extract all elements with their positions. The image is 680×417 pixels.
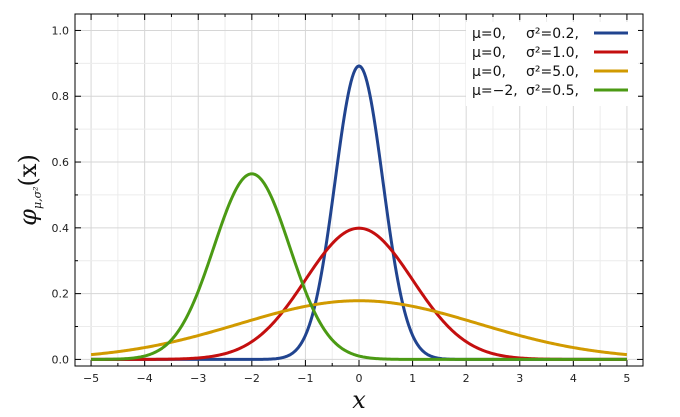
- series-lines: [90, 64, 628, 361]
- x-tick-label: 1: [409, 372, 416, 385]
- y-tick-label: 0.8: [52, 90, 70, 103]
- series-line: [90, 172, 628, 361]
- series-line: [90, 299, 628, 357]
- x-tick-label: 5: [623, 372, 630, 385]
- x-tick-label: 4: [570, 372, 577, 385]
- legend-variance-label: σ²=5.0,: [526, 64, 579, 80]
- x-tick-label: −1: [297, 372, 313, 385]
- x-tick-label: 3: [516, 372, 523, 385]
- x-tick-label: −4: [137, 372, 153, 385]
- legend-mu-label: μ=0,: [472, 64, 506, 80]
- legend-variance-label: σ²=0.5,: [526, 83, 579, 99]
- y-tick-label: 0.2: [52, 288, 70, 301]
- axis-ticks: −5 −4 −3 −2 −1 0 1 2 3 4 5 0.0 0.2 0.4 0.6 0.8 1.0: [52, 14, 643, 385]
- y-axis-label-sub: μ,σ²: [31, 186, 44, 209]
- y-tick-label: 1.0: [52, 24, 70, 37]
- legend-mu-label: μ=−2,: [472, 83, 518, 99]
- y-tick-label: 0.6: [52, 156, 70, 169]
- x-axis-label: x: [352, 386, 366, 414]
- x-tick-label: 0: [356, 372, 363, 385]
- legend-mu-label: μ=0,: [472, 26, 506, 42]
- y-tick-label: 0.4: [52, 222, 70, 235]
- y-axis-label-main: φ: [14, 209, 42, 226]
- legend-mu-label: μ=0,: [472, 45, 506, 61]
- x-tick-label: −2: [244, 372, 260, 385]
- x-tick-label: −5: [83, 372, 99, 385]
- y-tick-label: 0.0: [52, 353, 70, 366]
- y-axis-label-arg: (x): [14, 154, 42, 186]
- x-tick-label: −3: [190, 372, 206, 385]
- legend: μ=0, σ²=0.2, μ=0, σ²=1.0, μ=0, σ²=5.0, μ=−2, σ²…: [466, 22, 638, 106]
- x-tick-label: 2: [463, 372, 470, 385]
- legend-box: [466, 22, 638, 106]
- legend-variance-label: σ²=1.0,: [526, 45, 579, 61]
- legend-variance-label: σ²=0.2,: [526, 26, 579, 42]
- y-axis-label: φμ,σ²(x): [14, 154, 44, 226]
